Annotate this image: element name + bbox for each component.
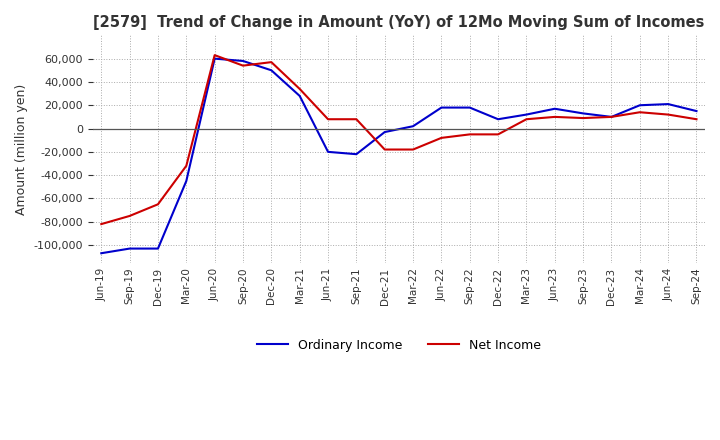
Ordinary Income: [295, 93, 304, 99]
Ordinary Income: [465, 105, 474, 110]
Ordinary Income: [522, 112, 531, 117]
Ordinary Income: [664, 102, 672, 107]
Ordinary Income: [153, 246, 162, 251]
Ordinary Income: [494, 117, 503, 122]
Net Income: [153, 202, 162, 207]
Net Income: [125, 213, 134, 219]
Legend: Ordinary Income, Net Income: Ordinary Income, Net Income: [257, 339, 541, 352]
Ordinary Income: [352, 151, 361, 157]
Ordinary Income: [380, 129, 389, 135]
Ordinary Income: [636, 103, 644, 108]
Ordinary Income: [125, 246, 134, 251]
Net Income: [97, 221, 106, 227]
Net Income: [551, 114, 559, 120]
Y-axis label: Amount (million yen): Amount (million yen): [15, 83, 28, 215]
Net Income: [352, 117, 361, 122]
Ordinary Income: [210, 56, 219, 61]
Net Income: [437, 135, 446, 140]
Ordinary Income: [607, 114, 616, 120]
Net Income: [636, 110, 644, 115]
Ordinary Income: [182, 178, 191, 183]
Ordinary Income: [579, 111, 588, 116]
Line: Net Income: Net Income: [102, 55, 696, 224]
Net Income: [522, 117, 531, 122]
Net Income: [494, 132, 503, 137]
Net Income: [238, 63, 247, 68]
Title: [2579]  Trend of Change in Amount (YoY) of 12Mo Moving Sum of Incomes: [2579] Trend of Change in Amount (YoY) o…: [93, 15, 705, 30]
Net Income: [692, 117, 701, 122]
Line: Ordinary Income: Ordinary Income: [102, 59, 696, 253]
Ordinary Income: [409, 124, 418, 129]
Net Income: [607, 114, 616, 120]
Net Income: [380, 147, 389, 152]
Net Income: [409, 147, 418, 152]
Net Income: [579, 115, 588, 121]
Net Income: [295, 86, 304, 92]
Ordinary Income: [437, 105, 446, 110]
Ordinary Income: [324, 149, 333, 154]
Ordinary Income: [97, 251, 106, 256]
Ordinary Income: [551, 106, 559, 111]
Ordinary Income: [267, 68, 276, 73]
Net Income: [465, 132, 474, 137]
Net Income: [267, 59, 276, 65]
Net Income: [210, 52, 219, 58]
Net Income: [182, 163, 191, 169]
Net Income: [664, 112, 672, 117]
Ordinary Income: [238, 59, 247, 64]
Ordinary Income: [692, 108, 701, 114]
Net Income: [324, 117, 333, 122]
